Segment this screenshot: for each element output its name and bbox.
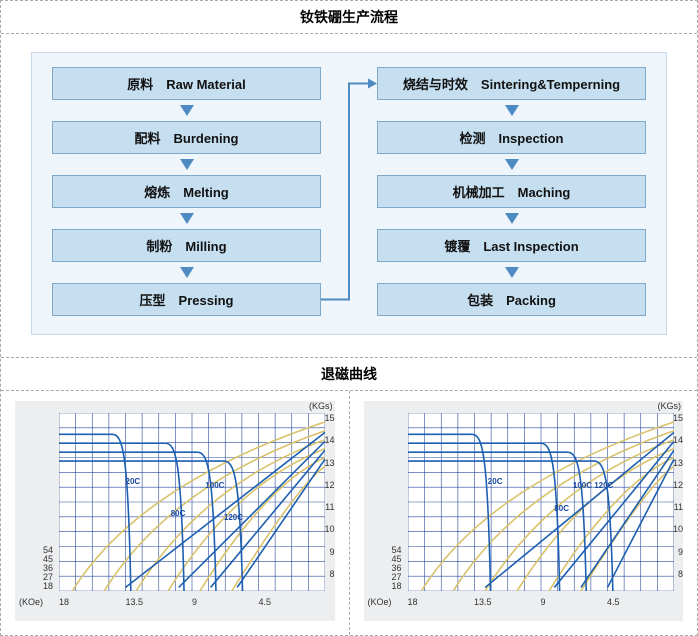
flow-step: 机械加工 Maching <box>377 175 646 208</box>
y-tick: 9 <box>329 547 334 557</box>
flow-col-left: 原料 Raw Material 配料 Burdening 熔炼 Melting 制粉 … <box>52 67 321 316</box>
arrow-down-icon <box>505 159 519 170</box>
flow-step: 熔炼 Melting <box>52 175 321 208</box>
y-tick: 10 <box>673 524 683 534</box>
y-tick: 8 <box>678 569 683 579</box>
flow-panel: 原料 Raw Material 配料 Burdening 熔炼 Melting 制粉 … <box>31 52 667 335</box>
arrow-down-icon <box>180 159 194 170</box>
x-tick: 9 <box>192 597 197 607</box>
flow-step: 镀覆 Last Inspection <box>377 229 646 262</box>
y-unit-label: (KGs) <box>309 401 333 411</box>
x-tick: 18 <box>408 597 418 607</box>
svg-text:120C: 120C <box>224 513 243 522</box>
arrow-down-icon <box>505 213 519 224</box>
y-tick: 14 <box>673 435 683 445</box>
flow-section-title: 钕铁硼生产流程 <box>1 1 697 34</box>
arrow-down-icon <box>180 213 194 224</box>
chart-svg: 20C 80C 100C 120C <box>59 413 325 591</box>
x-unit-label: (KOe) <box>19 597 43 607</box>
svg-text:120C: 120C <box>594 481 613 490</box>
y-tick: 11 <box>674 502 683 512</box>
y-tick: 13 <box>324 458 334 468</box>
x-tick: 18 <box>59 597 69 607</box>
arrow-down-icon <box>180 267 194 278</box>
y-tick: 11 <box>325 502 334 512</box>
svg-text:80C: 80C <box>554 504 569 513</box>
y-tick: 13 <box>673 458 683 468</box>
flow-step: 配料 Burdening <box>52 121 321 154</box>
x-unit-label: (KOe) <box>368 597 392 607</box>
x-tick: 13.5 <box>126 597 144 607</box>
svg-text:80C: 80C <box>171 509 186 518</box>
y-tick: 8 <box>329 569 334 579</box>
flow-step: 原料 Raw Material <box>52 67 321 100</box>
y-tick: 9 <box>678 547 683 557</box>
svg-text:100C: 100C <box>572 481 591 490</box>
demag-chart-left: 20C80C100C120C(KGs)(KOe)1514131211109854… <box>15 401 335 621</box>
flow-step: 烧结与时效 Sintering&Temperning <box>377 67 646 100</box>
arrow-down-icon <box>505 267 519 278</box>
page-container: 钕铁硼生产流程 原料 Raw Material 配料 Burdening 熔炼 Me… <box>0 0 698 636</box>
flow-col-right: 烧结与时效 Sintering&Temperning 检测 Inspection 机… <box>377 67 646 316</box>
arrow-down-icon <box>505 105 519 116</box>
chart-cell-right: 20C80C100C120C(KGs)(KOe)1514131211109854… <box>350 391 698 635</box>
x-tick: 4.5 <box>259 597 272 607</box>
x-tick: 13.5 <box>474 597 492 607</box>
charts-row: 20C80C100C120C(KGs)(KOe)1514131211109854… <box>1 391 697 635</box>
chart-svg: 20C 80C 100C120C <box>408 413 674 591</box>
flow-step: 压型 Pressing <box>52 283 321 316</box>
chart-cell-left: 20C80C100C120C(KGs)(KOe)1514131211109854… <box>1 391 350 635</box>
flow-columns: 原料 Raw Material 配料 Burdening 熔炼 Melting 制粉 … <box>52 67 646 316</box>
svg-text:100C: 100C <box>205 481 224 490</box>
demag-chart-right: 20C80C100C120C(KGs)(KOe)1514131211109854… <box>364 401 684 621</box>
flow-section: 原料 Raw Material 配料 Burdening 熔炼 Melting 制粉 … <box>1 34 697 358</box>
y-tick: 15 <box>673 413 683 423</box>
y-unit-label: (KGs) <box>658 401 682 411</box>
svg-text:20C: 20C <box>487 477 502 486</box>
x-tick: 9 <box>541 597 546 607</box>
y-tick: 12 <box>673 480 683 490</box>
svg-text:20C: 20C <box>126 477 141 486</box>
y-tick: 14 <box>324 435 334 445</box>
y-tick: 12 <box>324 480 334 490</box>
charts-section-title: 退磁曲线 <box>1 358 697 391</box>
x-tick: 4.5 <box>607 597 620 607</box>
y-tick: 15 <box>324 413 334 423</box>
flow-step: 包装 Packing <box>377 283 646 316</box>
flow-step: 检测 Inspection <box>377 121 646 154</box>
flow-step: 制粉 Milling <box>52 229 321 262</box>
arrow-down-icon <box>180 105 194 116</box>
y-tick: 10 <box>324 524 334 534</box>
